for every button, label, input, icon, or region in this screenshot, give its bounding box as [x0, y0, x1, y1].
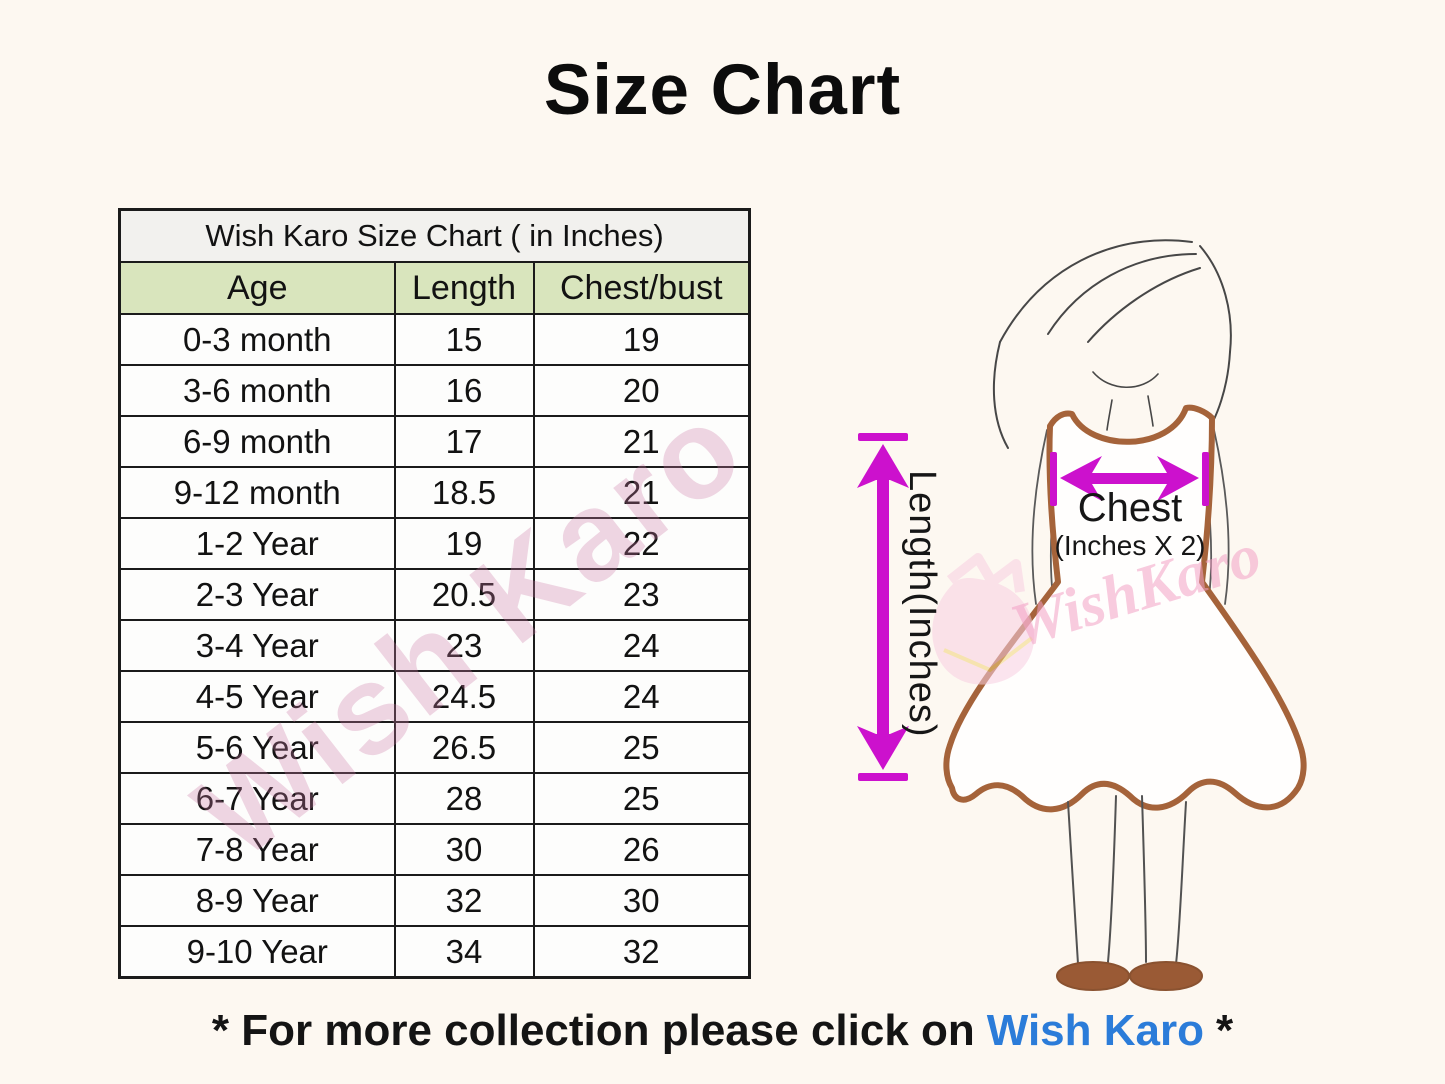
table-row: 3-6 month 16 20: [118, 364, 751, 417]
length-cell: 28: [393, 772, 535, 825]
table-row: 9-10 Year 34 32: [118, 925, 751, 979]
age-cell: 9-10 Year: [118, 925, 396, 979]
chest-sublabel: (Inches X 2): [1054, 530, 1206, 561]
measurement-figure: Length(Inches) Chest (Inches X 2) WishKa…: [850, 230, 1320, 1030]
table-header-row: Age Length Chest/bust: [118, 261, 751, 315]
column-header-age: Age: [118, 261, 396, 315]
chest-cell: 22: [532, 517, 751, 570]
age-cell: 7-8 Year: [118, 823, 396, 876]
age-cell: 6-9 month: [118, 415, 396, 468]
length-cell: 18.5: [393, 466, 535, 519]
age-cell: 9-12 month: [118, 466, 396, 519]
length-cell: 24.5: [393, 670, 535, 723]
chest-cell: 21: [532, 466, 751, 519]
hair-strokes: [992, 239, 1232, 449]
age-cell: 2-3 Year: [118, 568, 396, 621]
table-row: 3-4 Year 23 24: [118, 619, 751, 672]
chest-cell: 21: [532, 415, 751, 468]
length-cell: 20.5: [393, 568, 535, 621]
length-cell: 15: [393, 313, 535, 366]
footer-note: * For more collection please click on Wis…: [0, 1006, 1445, 1056]
age-cell: 1-2 Year: [118, 517, 396, 570]
age-cell: 3-6 month: [118, 364, 396, 417]
length-cell: 16: [393, 364, 535, 417]
chest-cell: 24: [532, 670, 751, 723]
age-cell: 6-7 Year: [118, 772, 396, 825]
age-cell: 5-6 Year: [118, 721, 396, 774]
table-row: 1-2 Year 19 22: [118, 517, 751, 570]
chest-cell: 23: [532, 568, 751, 621]
dress-outline: [943, 404, 1307, 813]
table-row: 9-12 month 18.5 21: [118, 466, 751, 519]
table-title: Wish Karo Size Chart ( in Inches): [118, 208, 751, 263]
size-chart-table: Wish Karo Size Chart ( in Inches) Age Le…: [118, 208, 752, 979]
age-cell: 8-9 Year: [118, 874, 396, 927]
leg-lines: [1067, 795, 1187, 965]
age-cell: 3-4 Year: [118, 619, 396, 672]
length-axis-label: Length(Inches): [901, 470, 943, 738]
chest-cell: 20: [532, 364, 751, 417]
length-cell: 34: [393, 925, 535, 979]
age-cell: 4-5 Year: [118, 670, 396, 723]
chest-cell: 26: [532, 823, 751, 876]
wish-karo-link[interactable]: Wish Karo: [986, 1006, 1204, 1055]
column-header-chest: Chest/bust: [532, 261, 751, 315]
table-row: 7-8 Year 30 26: [118, 823, 751, 876]
footer-prefix: * For more collection please click on: [211, 1006, 975, 1055]
chest-cell: 24: [532, 619, 751, 672]
page-title: Size Chart: [543, 51, 902, 130]
length-cell: 26.5: [393, 721, 535, 774]
column-header-length: Length: [393, 261, 535, 315]
table-row: 8-9 Year 32 30: [118, 874, 751, 927]
table-row: 4-5 Year 24.5 24: [118, 670, 751, 723]
table-row: 5-6 Year 26.5 25: [118, 721, 751, 774]
wishkaro-logo-watermark: [932, 553, 1035, 685]
girl-dress-sketch: [857, 239, 1307, 991]
table-row: 6-9 month 17 21: [118, 415, 751, 468]
chest-cell: 25: [532, 721, 751, 774]
age-cell: 0-3 month: [118, 313, 396, 366]
chest-cell: 30: [532, 874, 751, 927]
length-cell: 30: [393, 823, 535, 876]
table-row: 6-7 Year 28 25: [118, 772, 751, 825]
chest-cell: 19: [532, 313, 751, 366]
length-cell: 19: [393, 517, 535, 570]
shoes: [1056, 961, 1203, 991]
chest-cell: 32: [532, 925, 751, 979]
length-cell: 17: [393, 415, 535, 468]
length-arrow: [857, 433, 909, 781]
length-cell: 23: [393, 619, 535, 672]
table-row: 2-3 Year 20.5 23: [118, 568, 751, 621]
chest-cell: 25: [532, 772, 751, 825]
length-cell: 32: [393, 874, 535, 927]
table-row: 0-3 month 15 19: [118, 313, 751, 366]
chest-label: Chest: [1077, 486, 1183, 530]
chest-arrow: [1050, 452, 1209, 506]
table-title-row: Wish Karo Size Chart ( in Inches): [118, 208, 751, 263]
footer-suffix: *: [1215, 1006, 1234, 1055]
